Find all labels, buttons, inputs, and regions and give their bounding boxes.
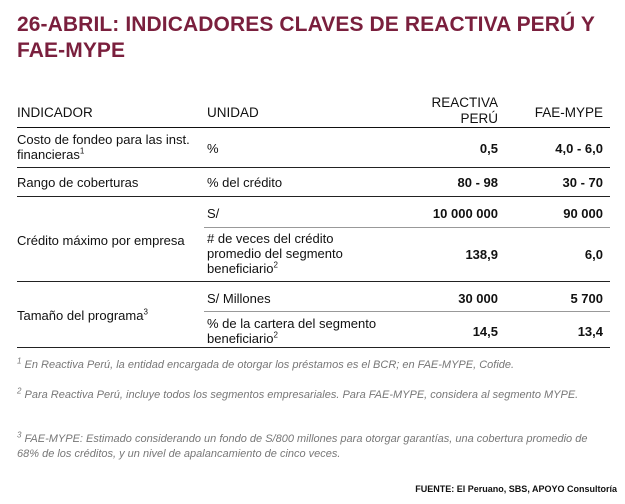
footnote-ref-1: 1 <box>79 146 85 156</box>
row-credito-sub2-fae: 6,0 <box>584 247 603 262</box>
row-tamano-label-text: Tamaño del programa <box>17 308 144 323</box>
row-rango-label: Rango de coberturas <box>17 175 139 190</box>
header-unidad: UNIDAD <box>207 105 259 120</box>
header-divider <box>17 127 610 128</box>
footnote-2: 2 Para Reactiva Perú, incluye todos los … <box>17 386 607 403</box>
footnote-2-text: Para Reactiva Perú, incluye todos los se… <box>24 389 579 401</box>
footnote-1: 1 En Reactiva Perú, la entidad encargada… <box>17 356 607 373</box>
footnote-ref-2a: 2 <box>273 260 278 270</box>
row-costo-fae: 4,0 - 6,0 <box>555 141 603 156</box>
row-credito-sub2-unidad-line2: promedio del segmento <box>207 246 343 261</box>
row-rango-reactiva: 80 - 98 <box>457 175 498 190</box>
row-costo-label: Costo de fondeo para las inst. financier… <box>17 132 202 162</box>
row-rango-unidad: % del crédito <box>207 175 283 190</box>
row-tamano-sub1-unidad: S/ Millones <box>207 291 271 306</box>
row-credito-sub1-fae: 90 000 <box>563 206 603 221</box>
row-tamano-sub1-reactiva: 30 000 <box>458 291 498 306</box>
header-reactiva-line1: REACTIVA <box>431 95 498 110</box>
row-costo-unidad: % <box>207 141 219 156</box>
footnote-2-marker: 2 <box>17 386 22 396</box>
row-tamano-sub2-unidad-line1: % de la cartera del segmento <box>207 316 377 331</box>
row-tamano-sub2-reactiva: 14,5 <box>472 324 498 339</box>
page-title: 26-ABRIL: INDICADORES CLAVES DE REACTIVA… <box>17 13 595 62</box>
subrow-divider-credito <box>204 227 610 228</box>
row-costo-label-text: financieras <box>17 147 80 162</box>
row-credito-sub1-unidad: S/ <box>207 206 220 221</box>
header-indicador: INDICADOR <box>17 105 93 120</box>
row-credito-label: Crédito máximo por empresa <box>17 233 185 248</box>
row-credito-sub2-unidad-line1: # de veces del crédito <box>207 231 334 246</box>
row-credito-sub1-reactiva: 10 000 000 <box>432 206 498 221</box>
row-tamano-sub2-unidad-line2: beneficiario2 <box>207 331 407 346</box>
footnote-3-text: FAE-MYPE: Estimado considerando un fondo… <box>17 433 588 460</box>
row-divider-2 <box>17 196 610 197</box>
row-credito-sub2-unidad-text: beneficiario <box>207 261 274 276</box>
row-tamano-sub2-unidad: % de la cartera del segmento beneficiari… <box>207 316 407 346</box>
row-tamano-sub2-fae: 13,4 <box>577 324 603 339</box>
row-costo-reactiva: 0,5 <box>479 141 498 156</box>
subrow-divider-tamano <box>204 311 610 312</box>
row-tamano-sub1-fae: 5 700 <box>570 291 603 306</box>
footnote-3: 3 FAE-MYPE: Estimado considerando un fon… <box>17 430 607 462</box>
footnote-1-marker: 1 <box>17 356 22 366</box>
row-tamano-sub2-unidad-text: beneficiario <box>207 331 274 346</box>
row-divider-1 <box>17 167 610 168</box>
row-credito-sub2-unidad-line3: beneficiario2 <box>207 261 407 276</box>
header-reactiva-line2: PERÚ <box>460 111 498 126</box>
row-tamano-label: Tamaño del programa3 <box>17 308 148 323</box>
footnote-ref-3: 3 <box>143 307 148 317</box>
row-credito-sub2-unidad: # de veces del crédito promedio del segm… <box>207 231 407 276</box>
footnote-ref-2b: 2 <box>273 330 278 340</box>
row-divider-3 <box>17 281 610 282</box>
header-reactiva: REACTIVA PERÚ <box>418 95 498 127</box>
row-costo-label-line1: Costo de fondeo para las inst. <box>17 132 190 147</box>
source-credit: FUENTE: El Peruano, SBS, APOYO Consultor… <box>415 484 617 494</box>
row-costo-label-line2: financieras1 <box>17 147 202 162</box>
table-bottom-border <box>17 347 610 348</box>
header-fae: FAE-MYPE <box>534 105 603 120</box>
row-rango-fae: 30 - 70 <box>562 175 603 190</box>
footnote-1-text: En Reactiva Perú, la entidad encargada d… <box>24 359 515 371</box>
footnote-3-marker: 3 <box>17 430 22 440</box>
row-credito-sub2-reactiva: 138,9 <box>465 247 498 262</box>
